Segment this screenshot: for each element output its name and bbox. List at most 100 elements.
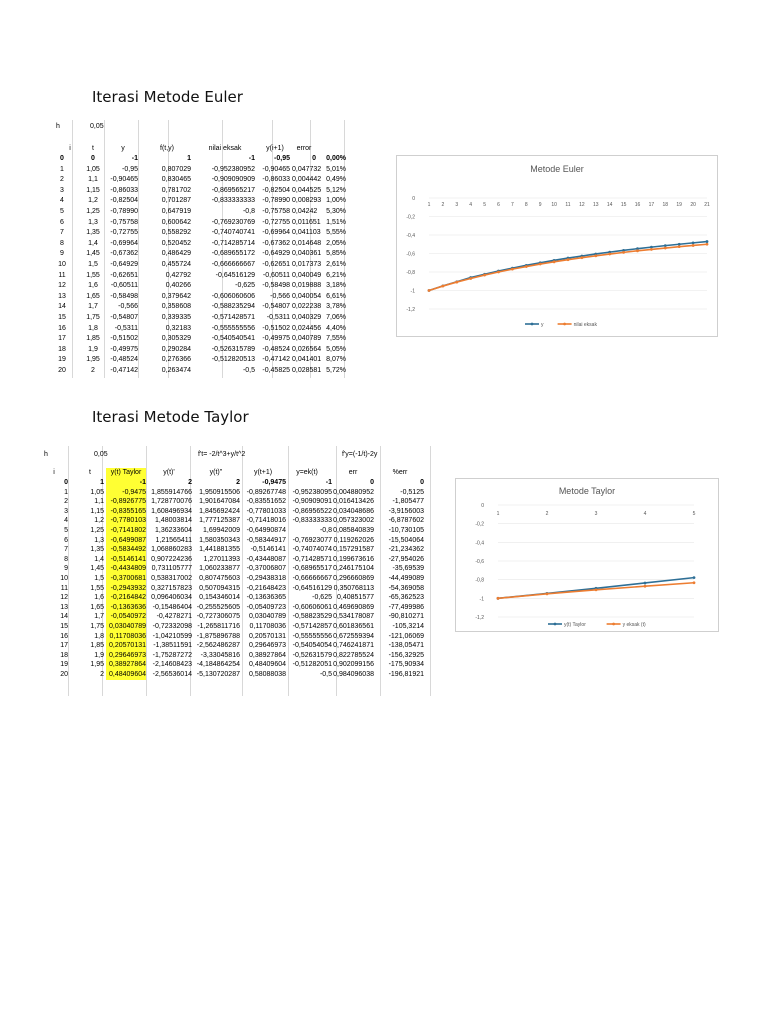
taylor-cell: 0 <box>420 479 424 486</box>
taylor-cell: -3,9156003 <box>388 507 424 515</box>
chart-x-tick-label: 13 <box>593 202 599 208</box>
chart-data-point <box>650 248 653 251</box>
taylor-cell: -0,13636365 <box>246 594 286 602</box>
euler-cell: 4 <box>60 197 64 205</box>
euler-cell: -0,64516129 <box>215 271 255 279</box>
euler-cell: 1,00% <box>326 197 346 205</box>
chart-x-tick-label: 12 <box>579 202 585 208</box>
taylor-cell: 1,3 <box>94 536 104 544</box>
euler-cell: -0,540540541 <box>211 335 255 343</box>
taylor-cell: -0,9475 <box>262 479 286 486</box>
taylor-cell: -0,58344917 <box>246 536 286 544</box>
taylor-cell: 0,03040789 <box>249 613 286 621</box>
euler-grid-col <box>168 120 169 378</box>
taylor-cell: 0,11708036 <box>249 623 286 630</box>
euler-cell: 2 <box>60 176 64 184</box>
taylor-cell: 1,580350343 <box>199 536 240 544</box>
euler-cell: 1,5 <box>88 261 98 268</box>
taylor-cell: 1,48003814 <box>155 517 192 525</box>
taylor-cell: -0,52631579 <box>292 651 332 659</box>
taylor-grid-col <box>336 446 337 696</box>
taylor-spreadsheet: h 0,05 f't= -2/t^3+y/t^2 f'y=(-1/t)-2y i t y(t… <box>40 446 745 696</box>
chart-data-point <box>511 267 514 271</box>
euler-cell: 3,78% <box>326 303 346 311</box>
chart-legend-label: y(t) Taylor <box>564 622 586 628</box>
euler-cell: 2,61% <box>326 261 346 268</box>
euler-cell: 1,55 <box>86 271 100 279</box>
euler-cell: 1,75 <box>86 314 100 321</box>
euler-cell: -0,606060606 <box>211 292 255 300</box>
taylor-cell: -5,130720287 <box>196 671 240 678</box>
taylor-cell: -0,8355165 <box>110 507 146 515</box>
euler-cell: -0,566 <box>118 303 138 311</box>
chart-data-point <box>692 581 696 585</box>
taylor-cell: 1,4 <box>94 555 104 563</box>
euler-cell: 1,4 <box>88 239 98 247</box>
euler-cell: 1,45 <box>86 250 100 258</box>
chart-data-point <box>552 260 556 264</box>
taylor-cell: 1,36233604 <box>155 527 192 534</box>
taylor-cell: 0,40851577 <box>337 594 374 602</box>
chart-x-tick-label: 5 <box>693 511 696 517</box>
euler-cell: 0,486429 <box>161 250 191 258</box>
chart-y-tick-label: -0,6 <box>406 252 415 258</box>
taylor-cell: 8 <box>64 555 68 563</box>
euler-cell: 0,004442 <box>292 176 322 184</box>
euler-cell: -0,48524 <box>110 356 138 364</box>
taylor-cell: 0,807475603 <box>199 575 240 582</box>
chart-legend-marker <box>563 322 566 326</box>
taylor-cell: -44,499089 <box>388 575 424 582</box>
euler-cell: -0,571428571 <box>211 314 255 321</box>
euler-cell: 0,49% <box>326 176 346 184</box>
taylor-cell: 15 <box>60 623 68 630</box>
taylor-cell: -1 <box>139 479 146 486</box>
euler-cell: 0,024456 <box>292 324 322 332</box>
chart-data-point <box>663 246 667 250</box>
euler-cell: 9 <box>60 250 64 258</box>
taylor-grid-col <box>242 446 243 696</box>
taylor-cell: 1,7 <box>94 613 104 621</box>
taylor-cell: -1,805477 <box>392 498 424 506</box>
euler-cell: 0,00% <box>326 155 346 162</box>
euler-cell: 5,12% <box>326 186 346 194</box>
taylor-cell: 2 <box>236 479 240 486</box>
taylor-cell: -138,05471 <box>388 642 424 650</box>
taylor-chart: Metode Taylor 0 -0,2 -0,4 -0,6 -0,8 -1 -1,2 1 2 3 4… <box>455 478 719 632</box>
taylor-cell: -0,77801033 <box>246 507 286 515</box>
taylor-cell: 1,901647084 <box>199 498 240 506</box>
euler-cell: 0,040329 <box>292 314 322 321</box>
euler-cell: 6,61% <box>326 292 346 300</box>
euler-grid-col <box>310 120 311 378</box>
taylor-cell: -0,71418016 <box>246 517 286 525</box>
euler-cell: -0,952380952 <box>211 165 255 173</box>
euler-cell: -0,64929 <box>262 250 290 258</box>
taylor-cell: 0,902099156 <box>333 661 374 669</box>
euler-cell: 6,21% <box>326 271 346 279</box>
taylor-cell: -0,0540972 <box>110 613 146 621</box>
chart-data-point <box>691 244 695 247</box>
euler-cell: 12 <box>58 282 66 290</box>
euler-header-cell: y(i+1) <box>266 145 284 152</box>
euler-cell: 0 <box>312 155 316 162</box>
taylor-cell: 10 <box>60 575 68 582</box>
taylor-cell: 17 <box>60 642 68 650</box>
taylor-grid-col <box>190 446 191 696</box>
euler-cell: -0,86033 <box>262 176 290 184</box>
chart-data-point <box>545 592 549 596</box>
taylor-cell: -0,7780103 <box>110 517 146 525</box>
taylor-cell: 3 <box>64 507 68 515</box>
taylor-cell: 19 <box>60 661 68 669</box>
euler-cell: -0,62651 <box>110 271 138 279</box>
taylor-cell: -105,3214 <box>392 623 424 630</box>
euler-cell: 4,40% <box>326 324 346 332</box>
euler-cell: 13 <box>58 292 66 300</box>
chart-data-point <box>594 588 598 592</box>
taylor-cell: 0,157291587 <box>333 546 374 554</box>
taylor-cell: 1,2 <box>94 517 104 525</box>
taylor-cell: 2 <box>100 671 104 678</box>
taylor-cell: -0,5146141 <box>250 546 286 554</box>
taylor-cell: -65,362523 <box>388 594 424 602</box>
euler-cell: 1,7 <box>88 303 98 311</box>
euler-cell: -0,909090909 <box>211 176 255 184</box>
chart-data-point <box>677 242 681 246</box>
